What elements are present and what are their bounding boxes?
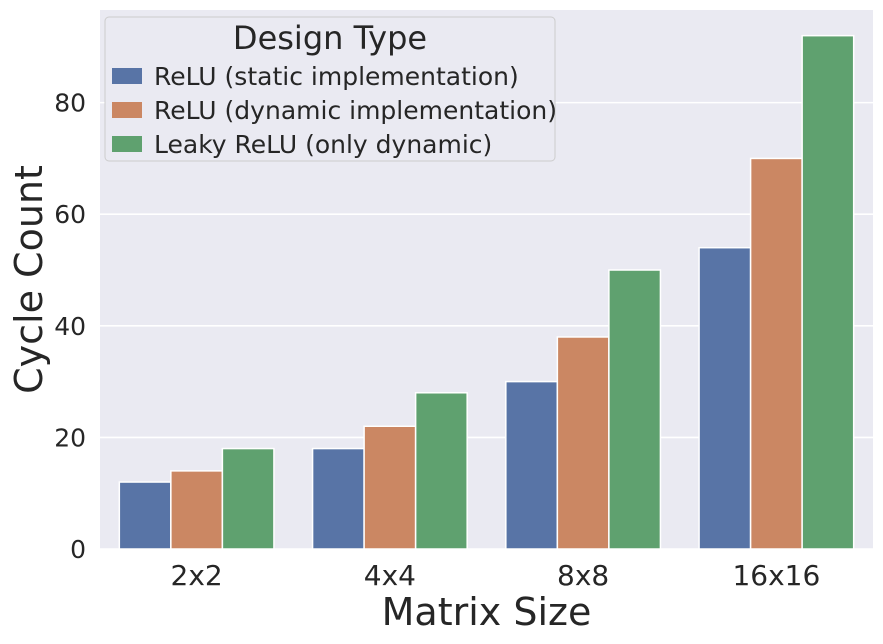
y-axis-ticks: 0 20 40 60 80 bbox=[54, 89, 86, 564]
legend-swatch-2 bbox=[112, 102, 142, 118]
bar-16x16-series-3 bbox=[801, 34, 855, 550]
bar-8x8-series-1 bbox=[505, 380, 559, 550]
y-tick-label: 20 bbox=[54, 423, 86, 452]
legend: Design Type ReLU (static implementation)… bbox=[104, 16, 557, 162]
y-tick-label: 40 bbox=[54, 312, 86, 341]
legend-swatch-3 bbox=[112, 136, 142, 152]
x-axis-title: Matrix Size bbox=[382, 590, 592, 634]
y-tick-label: 0 bbox=[70, 535, 86, 564]
bar-16x16-series-2 bbox=[749, 157, 803, 550]
bar-4x4-series-3 bbox=[414, 392, 468, 550]
y-tick-label: 80 bbox=[54, 89, 86, 118]
x-tick-label: 2x2 bbox=[171, 559, 223, 592]
x-tick-label: 16x16 bbox=[732, 559, 820, 592]
bar-2x2-series-3 bbox=[221, 447, 275, 550]
legend-label-2: ReLU (dynamic implementation) bbox=[154, 96, 557, 125]
x-axis-ticks: 2x2 4x4 8x8 16x16 bbox=[171, 559, 821, 592]
bar-2x2-series-1 bbox=[118, 481, 172, 550]
y-tick-label: 60 bbox=[54, 200, 86, 229]
legend-frame bbox=[104, 16, 556, 162]
legend-label-3: Leaky ReLU (only dynamic) bbox=[154, 130, 492, 159]
x-tick-label: 8x8 bbox=[557, 559, 609, 592]
legend-swatch-1 bbox=[112, 68, 142, 84]
bars bbox=[118, 34, 855, 550]
legend-title: Design Type bbox=[233, 19, 427, 57]
bar-2x2-series-2 bbox=[170, 470, 224, 550]
bar-16x16-series-1 bbox=[698, 246, 752, 550]
bar-4x4-series-2 bbox=[363, 425, 417, 550]
legend-label-1: ReLU (static implementation) bbox=[154, 62, 519, 91]
bar-8x8-series-3 bbox=[608, 269, 662, 550]
bar-8x8-series-2 bbox=[556, 336, 610, 550]
y-axis-title: Cycle Count bbox=[7, 165, 51, 394]
x-tick-label: 4x4 bbox=[364, 559, 416, 592]
bar-4x4-series-1 bbox=[311, 447, 365, 550]
